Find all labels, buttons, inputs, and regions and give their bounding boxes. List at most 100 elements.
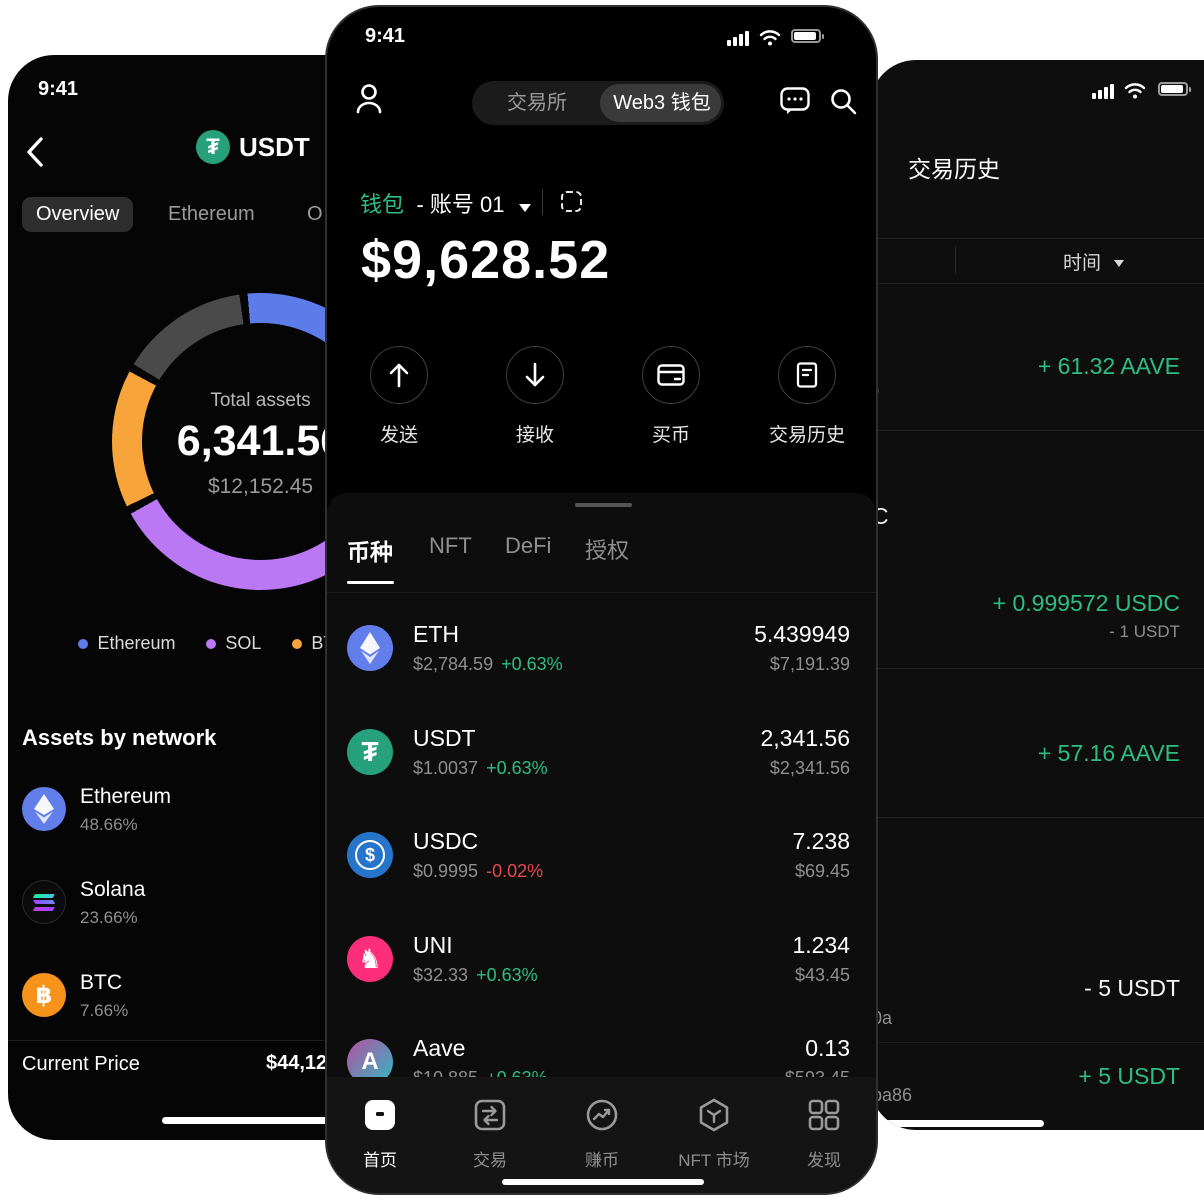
network-row-solana[interactable]: Solana 23.66% [22, 878, 438, 942]
document-icon [796, 362, 818, 388]
sheet-tab-approvals[interactable]: 授权 [585, 538, 630, 563]
usdt-icon: ₮ [347, 729, 393, 775]
nav-discover[interactable]: 发现 [769, 1097, 876, 1171]
divider [870, 430, 1204, 431]
home-indicator[interactable] [162, 1117, 372, 1124]
token-row-eth[interactable]: ETH $2,784.59 +0.63% 5.439949 $7,191.39 [347, 621, 850, 693]
back-chevron-icon[interactable] [24, 135, 48, 169]
tab-cutoff[interactable]: O [307, 203, 323, 225]
nav-label: 首页 [363, 1151, 397, 1170]
home-indicator[interactable] [876, 1120, 1044, 1127]
drag-handle[interactable] [575, 503, 632, 507]
usdt-icon: ₮ [196, 130, 230, 164]
token-change: +0.63% [476, 965, 538, 985]
action-send[interactable] [370, 346, 428, 404]
legend-label-ethereum: Ethereum [97, 633, 176, 653]
divider [870, 283, 1204, 284]
network-percent: 7.66% [80, 1001, 129, 1020]
donut-legend: Ethereum SOL BTC [78, 633, 347, 654]
segmented-control: 交易所 Web3 钱包 [472, 81, 724, 125]
action-receive-label: 接收 [515, 425, 554, 446]
asset-sheet: 币种 NFT DeFi 授权 ETH $2,784.59 +0.63% 5.439… [327, 493, 876, 1193]
nav-home[interactable]: 首页 [327, 1097, 435, 1171]
sheet-tab-coins[interactable]: 币种 [347, 539, 393, 565]
token-symbol: ETH [413, 621, 459, 647]
action-receive[interactable] [506, 346, 564, 404]
divider [327, 592, 876, 593]
divider [870, 1042, 1204, 1043]
wallet-label: 钱包 [360, 192, 405, 217]
sheet-tab-defi[interactable]: DeFi [505, 533, 552, 558]
segment-web3-wallet[interactable]: Web3 钱包 [613, 92, 711, 114]
token-fiat: $69.45 [794, 861, 850, 881]
segment-exchange[interactable]: 交易所 [507, 92, 567, 114]
donut-center-value: 6,341.56 [176, 417, 345, 465]
network-row-btc[interactable]: ฿ BTC 7.66% [22, 971, 438, 1035]
nft-icon [699, 1098, 729, 1132]
time-filter[interactable]: 时间 [1063, 248, 1125, 275]
tx-amount[interactable]: + 0.999572 USDC [992, 590, 1180, 616]
bottom-nav: 首页 交易 赚币 [327, 1077, 876, 1193]
token-price: $32.33 [413, 965, 469, 985]
filter-divider [955, 246, 956, 274]
signal-icon [1092, 84, 1114, 99]
token-fiat: $2,341.56 [769, 758, 850, 778]
profile-icon[interactable] [354, 83, 384, 115]
tab-overview[interactable]: Overview [22, 197, 134, 232]
wifi-icon [759, 30, 781, 46]
legend-dot-btc [291, 639, 302, 649]
token-symbol: UNI [413, 932, 453, 958]
action-history[interactable] [778, 346, 836, 404]
token-change: +0.63% [501, 654, 563, 674]
tx-amount[interactable]: + 5 USDT [1078, 1063, 1180, 1089]
chat-icon[interactable] [780, 87, 810, 115]
token-price: $2,784.59 [413, 654, 494, 674]
search-icon[interactable] [829, 87, 857, 115]
tx-amount[interactable]: - 5 USDT [1084, 975, 1180, 1001]
token-fiat: $7,191.39 [769, 654, 850, 674]
action-send-label: 发送 [379, 425, 418, 446]
total-balance: $9,628.52 [361, 230, 611, 290]
home-icon [365, 1100, 395, 1130]
tab-ethereum[interactable]: Ethereum [168, 203, 255, 225]
tx-amount[interactable]: + 57.16 AAVE [1037, 740, 1180, 766]
token-change: +0.63% [486, 758, 548, 778]
action-buy[interactable] [642, 346, 700, 404]
token-price: $1.0037 [413, 758, 479, 778]
account-selector[interactable]: 钱包 - 账号 01 [360, 187, 531, 217]
page-title: 交易历史 [908, 156, 1000, 182]
center-phone-web3-wallet: 9:41 交易所 Web3 钱包 钱包 [325, 5, 878, 1195]
token-row-uni[interactable]: ♞ UNI $32.33 +0.63% 1.234 $43.45 [347, 932, 850, 1004]
token-symbol: USDC [413, 828, 479, 854]
token-row-usdc[interactable]: $ USDC $0.9995 -0.02% 7.238 $69.45 [347, 828, 850, 900]
donut-center-sub: $12,152.45 [207, 475, 314, 498]
divider [542, 189, 543, 215]
network-row-ethereum[interactable]: Ethereum 48.66% [22, 785, 438, 849]
nav-label: 发现 [807, 1151, 841, 1170]
divider [8, 1040, 438, 1041]
divider [870, 817, 1204, 818]
home-indicator[interactable] [502, 1179, 704, 1185]
nav-nft-market[interactable]: NFT 市场 [659, 1097, 769, 1171]
token-amount: 1.234 [792, 932, 850, 958]
nav-trade[interactable]: 交易 [435, 1097, 545, 1171]
solana-icon [22, 880, 66, 924]
token-row-usdt[interactable]: ₮ USDT $1.0037 +0.63% 2,341.56 $2,341.56 [347, 725, 850, 797]
btc-icon: ฿ [22, 973, 66, 1017]
discover-icon [808, 1099, 840, 1131]
network-percent: 48.66% [80, 815, 138, 834]
nav-earn[interactable]: 赚币 [547, 1097, 657, 1171]
nav-label: NFT 市场 [678, 1151, 750, 1170]
tx-amount[interactable]: + 61.32 AAVE [1037, 353, 1180, 379]
right-phone-transaction-history: 交易历史 时间 ) + 61.32 AAVE C + 0.999572 USDC… [870, 60, 1204, 1130]
legend-dot-sol [205, 639, 216, 649]
segment-selected-bg [600, 84, 721, 122]
copy-address-icon[interactable] [561, 191, 582, 212]
wifi-icon [1124, 83, 1146, 99]
account-name: - 账号 01 [416, 192, 505, 217]
sheet-tab-nft[interactable]: NFT [429, 533, 472, 558]
earn-icon [586, 1099, 618, 1131]
arrow-up-icon [389, 363, 409, 388]
network-name: Solana [80, 878, 146, 901]
